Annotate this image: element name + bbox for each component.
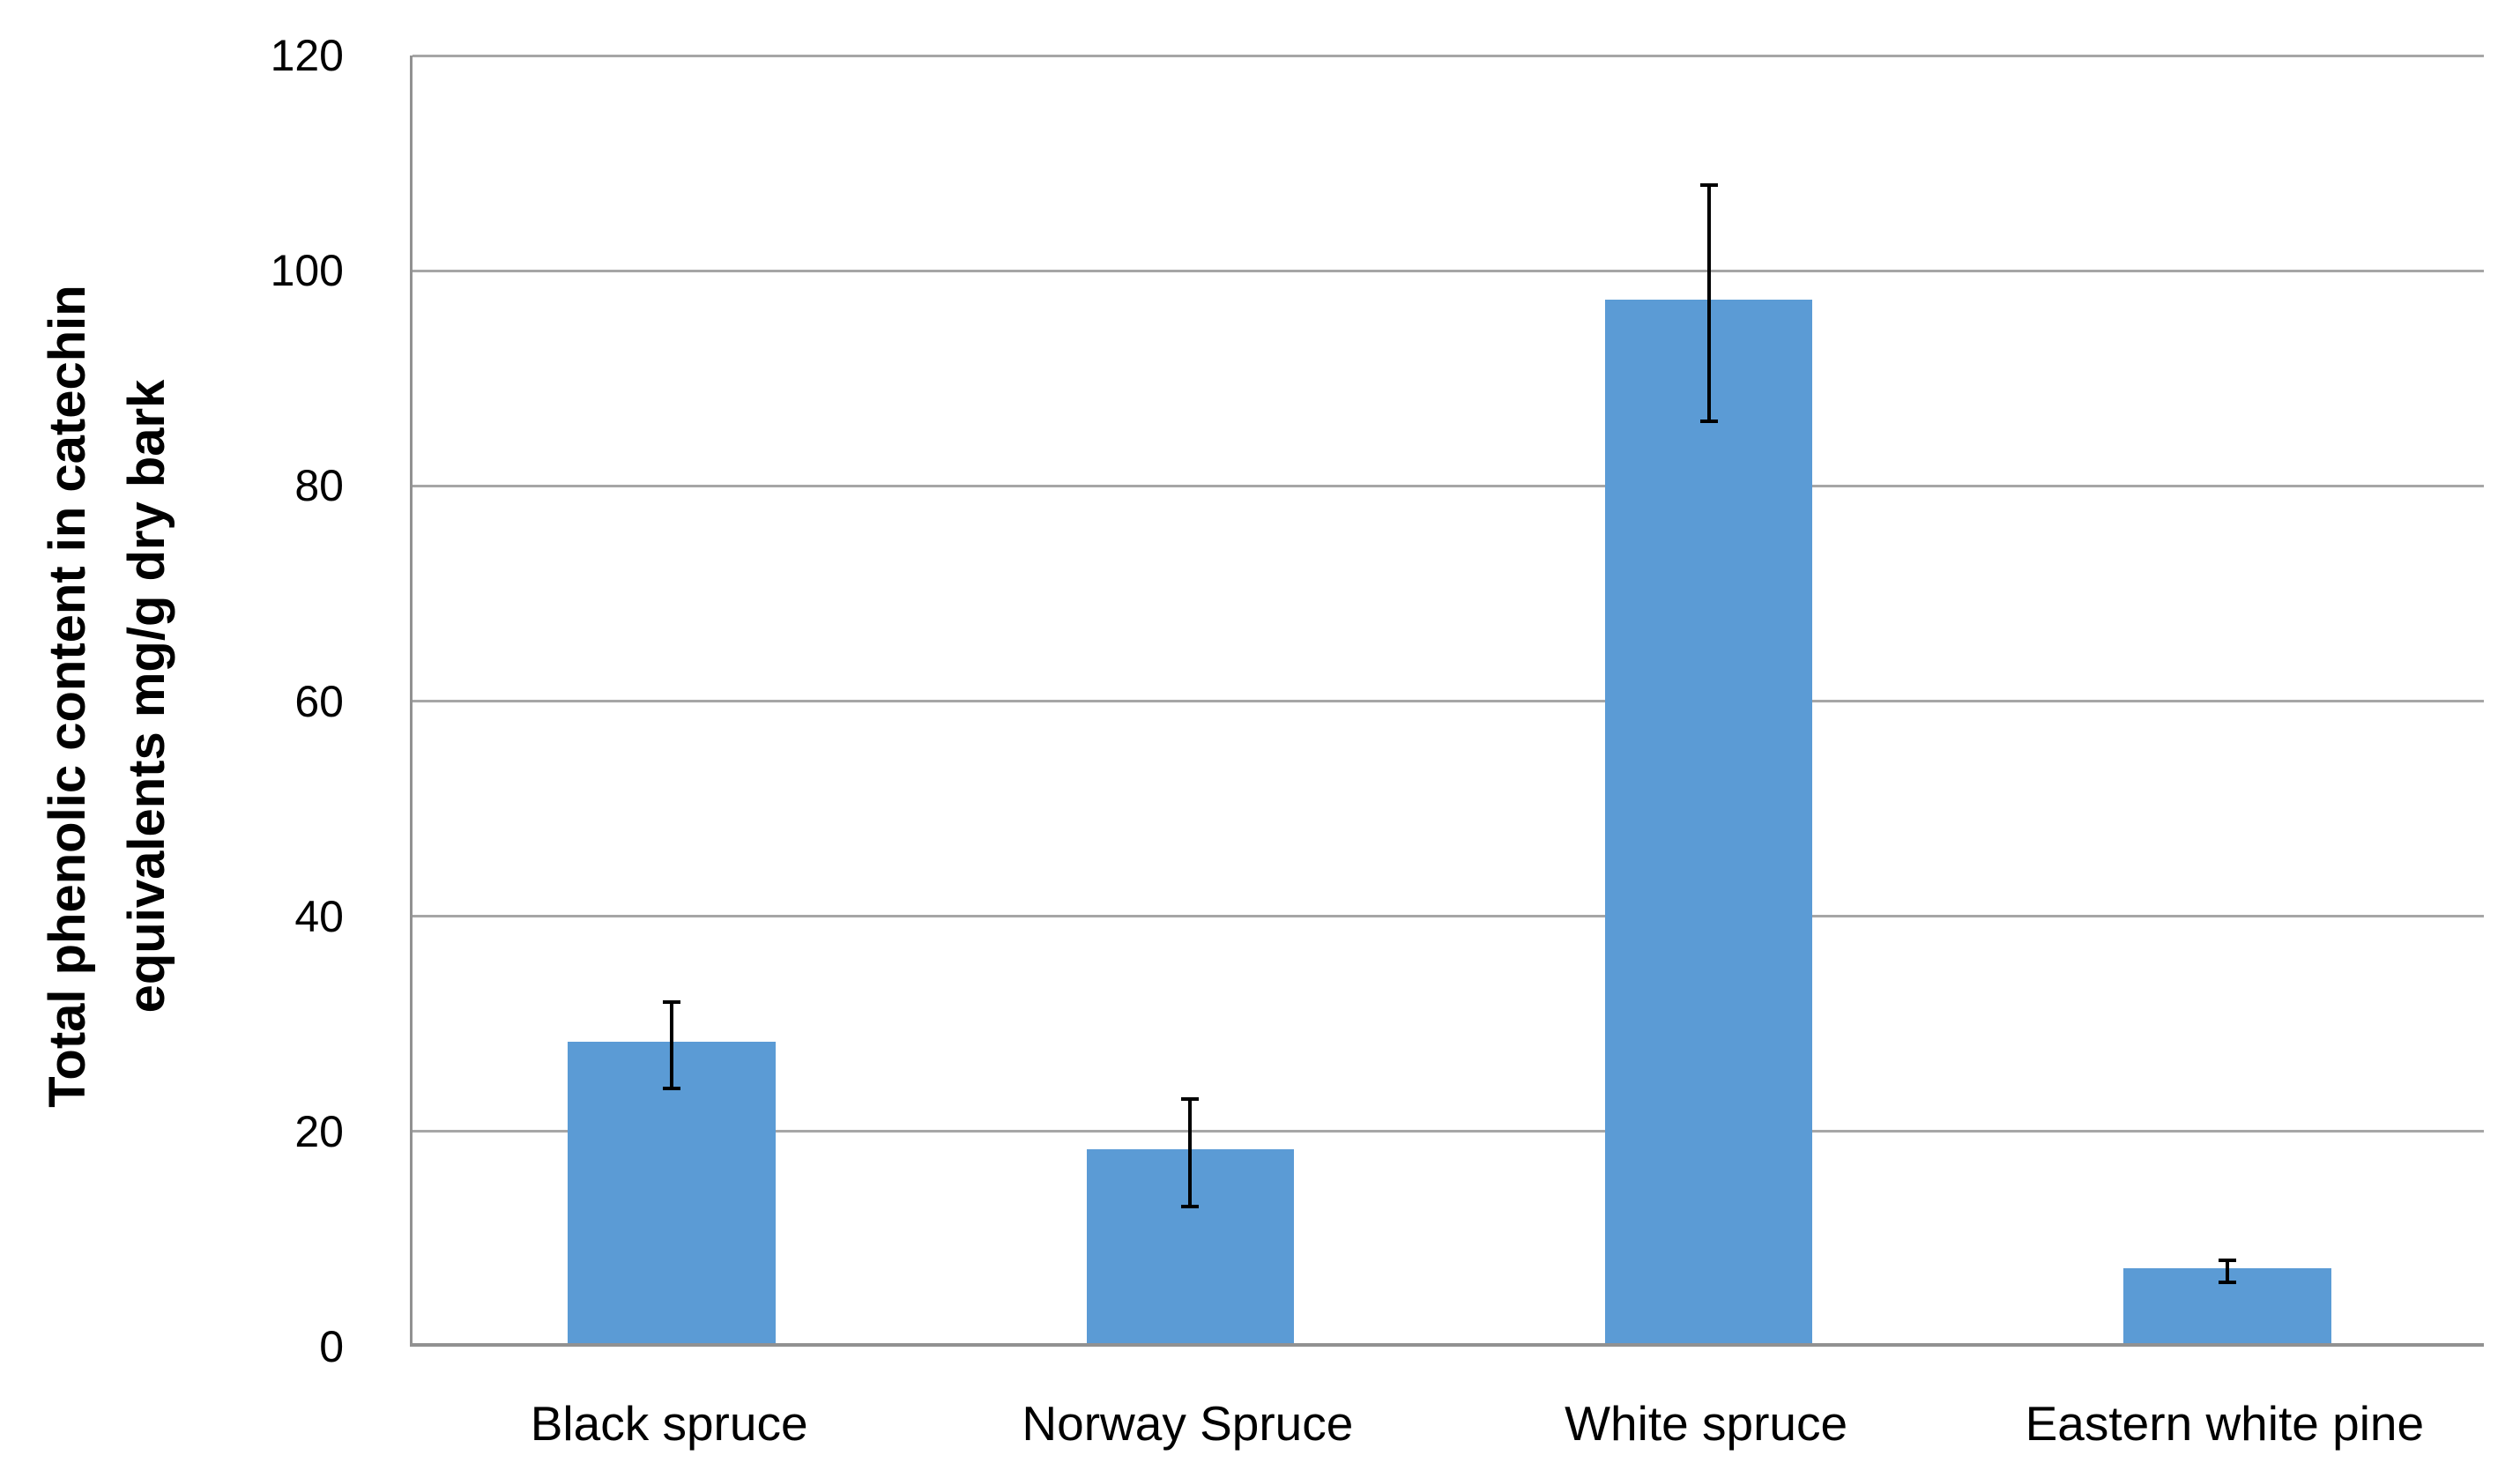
error-bar-line: [1706, 184, 1711, 422]
error-bar-top-cap: [2218, 1259, 2236, 1263]
x-category-label-eastern-white-pine: Eastern white pine: [2025, 1396, 2425, 1451]
error-bar-line: [670, 1002, 674, 1088]
error-bar-top-cap: [663, 1000, 681, 1005]
gridline-100: [413, 269, 2484, 272]
y-tick-label-80: 80: [294, 461, 344, 511]
gridline-20: [413, 1130, 2484, 1133]
gridline-120: [413, 54, 2484, 57]
y-tick-label-0: 0: [319, 1322, 344, 1371]
bar-white-spruce: [1604, 299, 1813, 1343]
x-category-label-black-spruce: Black spruce: [530, 1396, 808, 1451]
error-bar-top-cap: [1699, 182, 1718, 187]
error-bar-bottom-cap: [1699, 420, 1718, 424]
error-bar-bottom-cap: [2218, 1280, 2236, 1284]
gridline-80: [413, 484, 2484, 487]
y-tick-label-120: 120: [270, 31, 344, 80]
y-tick-label-100: 100: [270, 246, 344, 296]
error-bar-top-cap: [1181, 1097, 1200, 1102]
x-category-label-norway-spruce: Norway Spruce: [1022, 1396, 1354, 1451]
error-bar-bottom-cap: [663, 1087, 681, 1090]
y-tick-label-40: 40: [294, 891, 344, 941]
error-bar-line: [2225, 1260, 2229, 1282]
y-tick-label-60: 60: [294, 676, 344, 726]
x-category-label-white-spruce: White spruce: [1565, 1396, 1848, 1451]
bar-black-spruce: [568, 1042, 776, 1343]
y-tick-label-20: 20: [294, 1106, 344, 1156]
error-bar-line: [1188, 1099, 1193, 1207]
gridline-40: [413, 915, 2484, 918]
plot-area: [410, 54, 2484, 1347]
gridline-60: [413, 700, 2484, 702]
error-bar-bottom-cap: [1181, 1205, 1200, 1209]
